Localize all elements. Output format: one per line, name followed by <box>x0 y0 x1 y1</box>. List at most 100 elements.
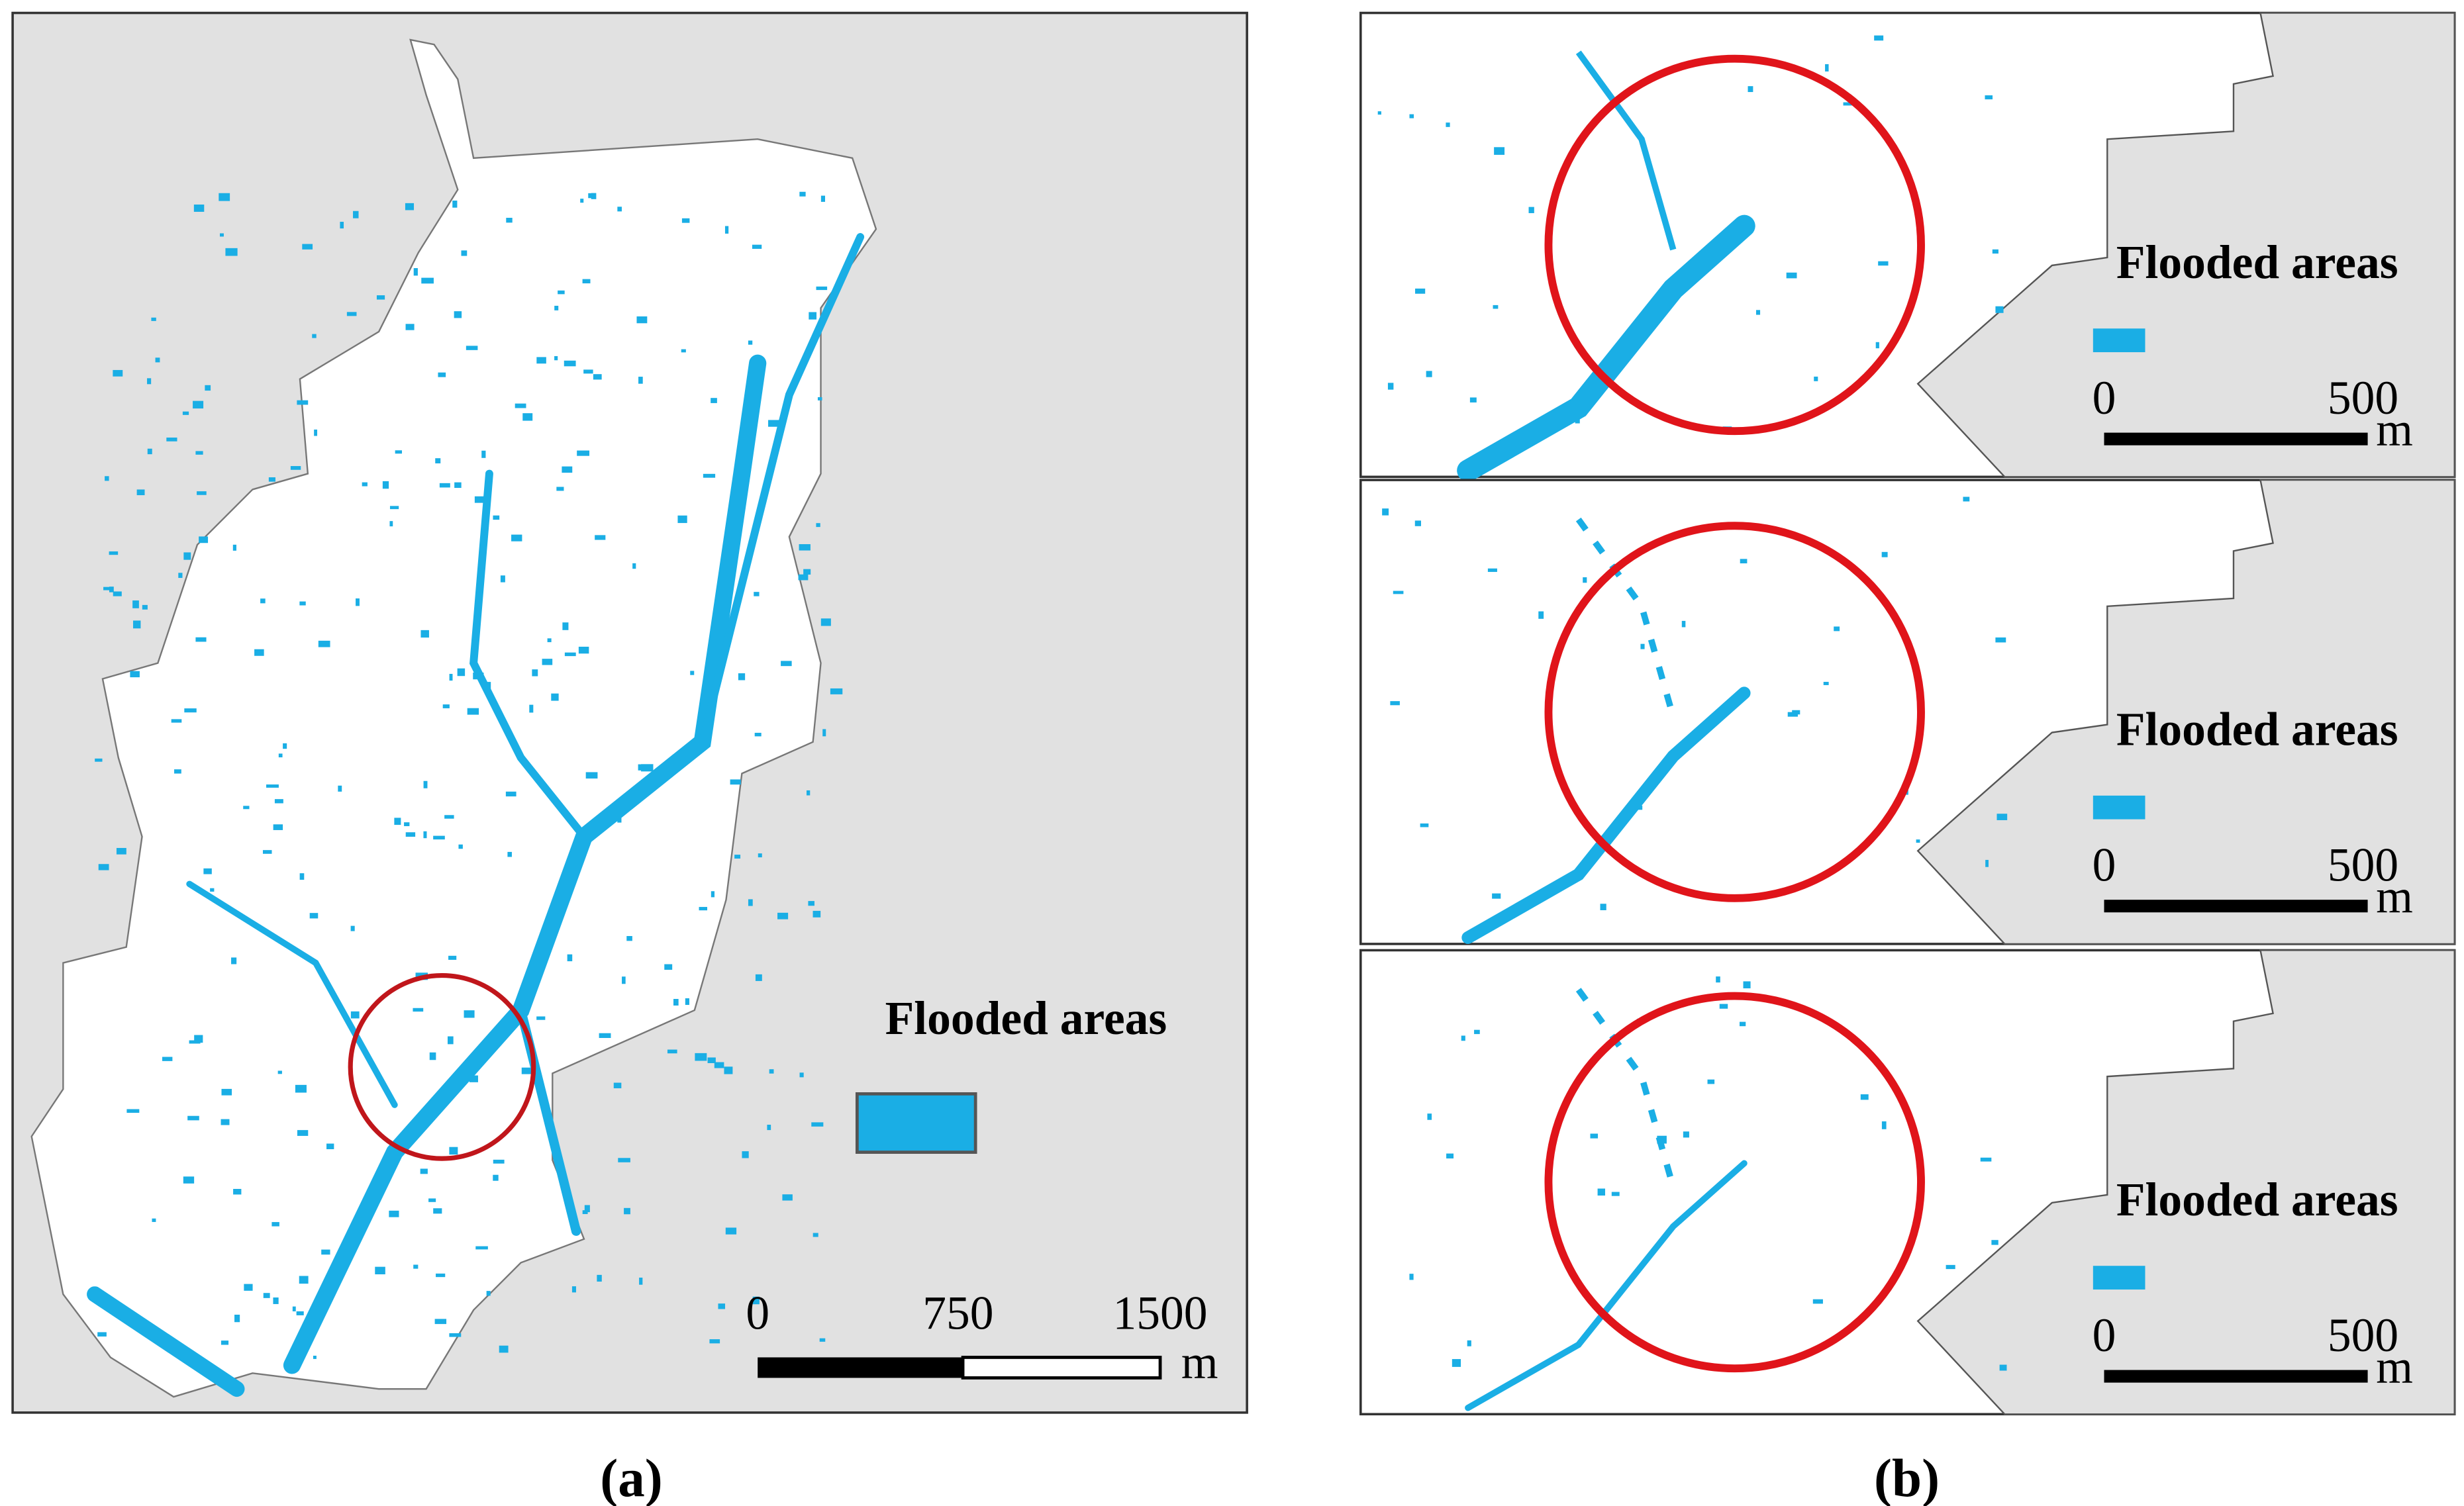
flood-speck <box>449 1333 462 1337</box>
flood-speck <box>473 673 484 680</box>
flood-speck <box>781 661 792 667</box>
flood-speck <box>389 1210 399 1217</box>
flood-speck <box>436 1273 446 1278</box>
flooded-area <box>1461 686 1751 944</box>
flood-speck <box>817 397 822 400</box>
flood-speck <box>585 772 598 779</box>
flood-speck <box>283 743 287 749</box>
flood-speck <box>274 799 283 804</box>
flood-speck <box>1814 376 1818 381</box>
flood-speck <box>428 1198 436 1202</box>
flood-speck <box>278 753 283 758</box>
flood-speck <box>567 954 573 962</box>
flood-speck <box>464 1010 475 1018</box>
flood-speck <box>1661 301 1671 309</box>
flood-speck <box>599 1033 611 1038</box>
flood-speck <box>1748 86 1753 93</box>
flood-speck <box>1640 643 1645 649</box>
flood-speck <box>221 1088 232 1096</box>
highlight-circle <box>1544 992 1925 1373</box>
scale-label: 0 <box>2093 372 2116 424</box>
flood-speck <box>1834 626 1840 632</box>
flood-speck <box>147 448 152 455</box>
flood-speck <box>116 847 126 855</box>
flood-speck <box>542 659 553 665</box>
flood-speck <box>558 290 565 295</box>
flood-speck <box>166 437 177 442</box>
scale-label: 500 <box>2328 372 2398 424</box>
flooded-area <box>1575 50 1677 251</box>
scale-unit: m <box>2376 871 2413 923</box>
flood-speck <box>254 649 264 656</box>
flood-speck <box>1600 904 1606 910</box>
flood-speck <box>1597 1188 1605 1196</box>
flood-speck <box>638 377 643 384</box>
flood-speck <box>439 483 450 488</box>
flood-speck <box>799 1072 804 1078</box>
scale-label: 0 <box>2093 1309 2116 1362</box>
flood-speck <box>197 491 207 495</box>
flood-speck <box>199 536 209 543</box>
flood-speck <box>271 1222 279 1227</box>
flood-speck <box>583 369 593 374</box>
flood-speck <box>690 671 695 675</box>
flood-speck <box>1492 893 1501 899</box>
flood-speck <box>597 1274 602 1282</box>
flood-speck <box>454 311 462 318</box>
flood-speck <box>755 974 762 981</box>
flood-speck <box>447 1036 454 1045</box>
flood-speck <box>475 1246 488 1250</box>
flood-speck <box>151 317 156 321</box>
flood-speck <box>1636 805 1643 810</box>
flood-speck <box>389 521 393 527</box>
flood-speck <box>1999 1364 2007 1371</box>
flood-speck <box>297 400 309 405</box>
flood-speck <box>109 551 119 555</box>
flood-speck <box>758 853 762 858</box>
flood-speck <box>493 1159 505 1164</box>
flood-speck <box>98 864 109 871</box>
flood-speck <box>225 248 238 256</box>
flood-speck <box>536 357 546 364</box>
flood-speck <box>632 563 636 569</box>
highlight-circle <box>1544 522 1925 902</box>
flood-speck <box>353 211 359 218</box>
flood-speck <box>433 1208 442 1214</box>
flood-speck <box>822 729 826 737</box>
flood-speck <box>219 193 230 201</box>
flood-speck <box>530 961 538 965</box>
flood-speck <box>711 891 715 898</box>
highlight-circle <box>1544 54 1925 436</box>
flood-speck <box>1874 35 1884 41</box>
flood-speck <box>203 868 212 874</box>
flood-speck <box>296 1311 304 1315</box>
flood-speck <box>529 704 534 713</box>
flood-speck <box>664 964 673 970</box>
flood-speck <box>1494 147 1505 155</box>
flood-speck <box>564 652 576 657</box>
flood-speck <box>194 1035 203 1043</box>
flood-speck <box>147 378 152 385</box>
flood-speck <box>1786 272 1797 279</box>
outside-area <box>1916 12 2455 478</box>
flood-speck <box>803 569 811 575</box>
flood-speck <box>1487 568 1497 572</box>
flooded-areas <box>87 191 865 1397</box>
scale-label: 500 <box>2328 839 2398 892</box>
flood-speck <box>813 1233 818 1237</box>
flood-speck <box>554 355 558 361</box>
flood-speck <box>624 1207 630 1215</box>
flood-speck <box>263 1293 270 1298</box>
flood-speck <box>350 1011 360 1019</box>
flood-speck <box>142 604 148 610</box>
study-area <box>30 38 877 1398</box>
flood-speck <box>754 732 762 737</box>
scale-unit: m <box>2376 1341 2413 1393</box>
flood-speck <box>522 413 533 421</box>
panel-a: Flooded areas 0 750 1500 m (a) <box>11 11 1248 1506</box>
flood-speck <box>1469 397 1477 402</box>
scale-bar <box>758 1357 963 1378</box>
scale-label: 750 <box>922 1288 993 1340</box>
